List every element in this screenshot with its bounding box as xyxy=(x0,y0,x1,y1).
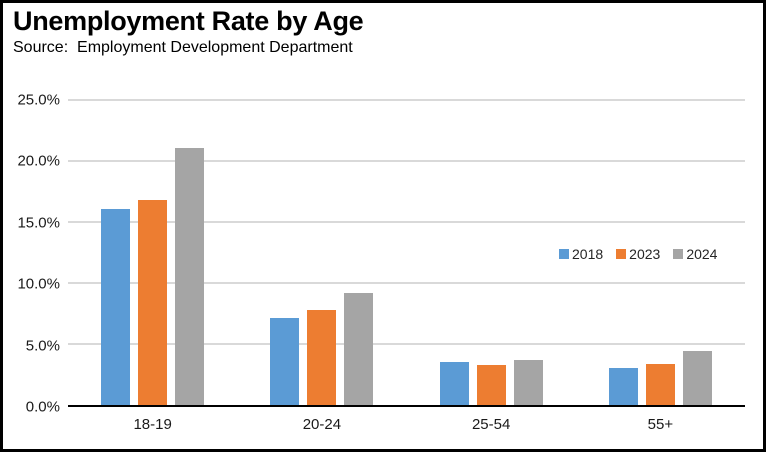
bar-2018-25-54 xyxy=(439,362,469,405)
y-tick-label: 25.0% xyxy=(17,91,60,109)
x-category-label: 18-19 xyxy=(133,416,172,433)
legend-swatch-2018 xyxy=(559,249,569,259)
x-category-label: 55+ xyxy=(647,416,674,433)
bar-2018-18-19 xyxy=(101,208,131,405)
gridline-25 xyxy=(68,99,745,101)
y-tick-label: 15.0% xyxy=(17,214,60,232)
bar-group-25-54 xyxy=(407,100,576,405)
x-axis: 18-19 20-24 25-54 55+ xyxy=(68,416,745,433)
bar-2024-18-19 xyxy=(175,147,205,405)
bar-group-18-19 xyxy=(68,100,237,405)
legend-item-2018: 2018 xyxy=(559,246,603,262)
x-category-label: 20-24 xyxy=(302,416,342,433)
y-tick-label: 20.0% xyxy=(17,152,60,170)
gridline-10 xyxy=(68,282,745,284)
plot-area xyxy=(68,99,745,407)
bar-group-20-24 xyxy=(237,100,406,405)
legend-label: 2023 xyxy=(629,246,661,262)
chart-source-subtitle: Source: Employment Development Departmen… xyxy=(13,39,353,56)
legend: 2018 2023 2024 xyxy=(559,246,717,262)
legend-label: 2018 xyxy=(572,246,604,262)
bar-2024-20-24 xyxy=(344,292,374,405)
chart-title: Unemployment Rate by Age xyxy=(13,6,364,36)
y-tick-label: 0.0% xyxy=(25,398,60,416)
gridline-15 xyxy=(68,221,745,223)
legend-swatch-2024 xyxy=(673,249,684,259)
gridline-5 xyxy=(68,343,745,345)
y-tick-label: 5.0% xyxy=(25,337,60,355)
y-tick-label: 10.0% xyxy=(17,275,60,293)
gridline-20 xyxy=(68,160,745,162)
legend-swatch-2023 xyxy=(616,249,627,259)
bar-2023-18-19 xyxy=(138,200,168,405)
bar-2023-55+ xyxy=(645,363,675,405)
legend-item-2024: 2024 xyxy=(673,246,717,262)
bar-2024-55+ xyxy=(682,351,712,405)
legend-label: 2024 xyxy=(686,246,718,262)
bar-2018-55+ xyxy=(608,368,638,405)
bar-2023-20-24 xyxy=(307,309,337,405)
legend-item-2023: 2023 xyxy=(616,246,660,262)
bar-group-55+ xyxy=(576,100,745,405)
y-axis: 0.0% 5.0% 10.0% 15.0% 20.0% 25.0% xyxy=(3,92,60,416)
bar-2018-20-24 xyxy=(270,318,300,405)
bar-groups xyxy=(68,100,745,405)
bar-2023-25-54 xyxy=(476,364,506,405)
x-category-label: 25-54 xyxy=(471,416,511,433)
bar-2024-25-54 xyxy=(513,359,543,405)
